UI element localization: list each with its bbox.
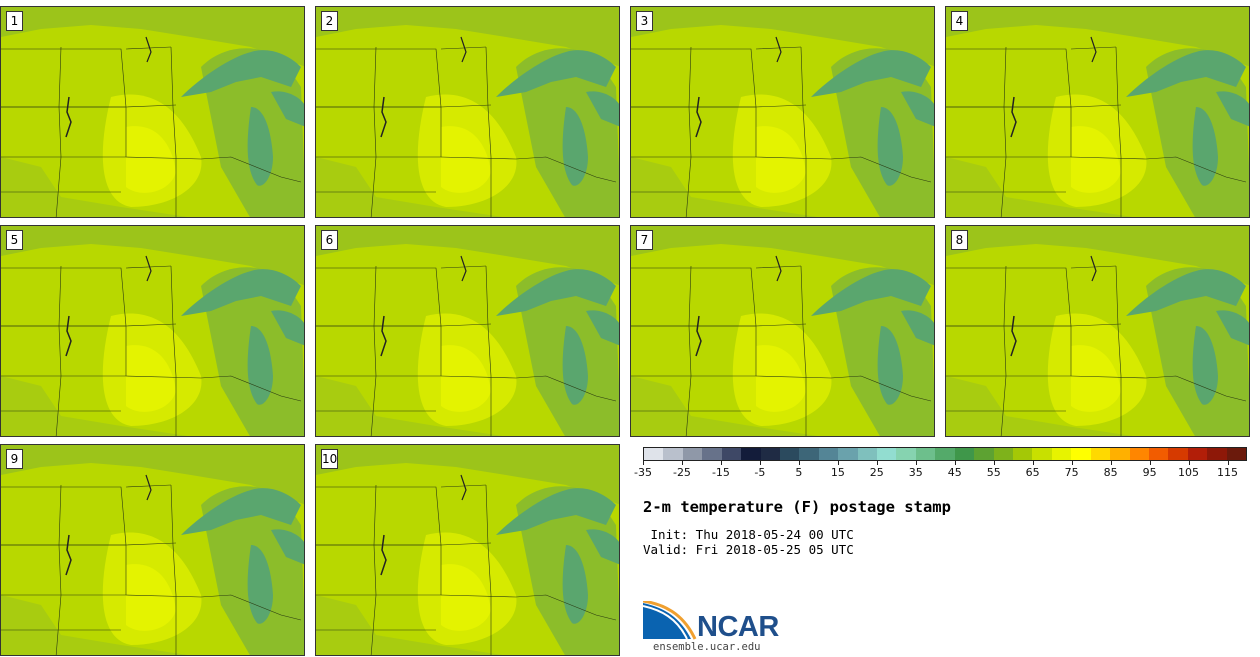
member-number: 3 [636, 11, 653, 31]
colorbar-segment [1187, 448, 1208, 460]
colorbar-tick-label: 85 [1103, 466, 1118, 479]
colorbar-tick-label: 105 [1178, 466, 1200, 479]
colorbar-tick-label: 15 [830, 466, 845, 479]
colorbar-tick-label: 25 [869, 466, 884, 479]
colorbar-tick [1110, 460, 1112, 465]
member-number: 2 [321, 11, 338, 31]
colorbar-segment [935, 448, 955, 460]
member-map-2: 2 [315, 6, 620, 218]
colorbar-tick [1227, 460, 1229, 465]
colorbar-segment [779, 448, 800, 460]
chart-title: 2-m temperature (F) postage stamp [643, 498, 951, 516]
colorbar-segment [1013, 448, 1033, 460]
colorbar-segment [896, 448, 916, 460]
member-number: 7 [636, 230, 653, 250]
colorbar-tick [798, 460, 800, 465]
colorbar-tick-labels: -35 -25 -15 -5 5 15 25 35 45 55 65 75 85 95 105 115 [634, 460, 1247, 480]
member-number: 9 [6, 449, 23, 469]
colorbar-segment [838, 448, 858, 460]
ensemble-url: ensemble.ucar.edu [653, 641, 761, 653]
colorbar-segment [1110, 448, 1130, 460]
colorbar-tick [954, 460, 956, 465]
colorbar-tick-label: -35 [634, 466, 652, 479]
colorbar-tick [681, 460, 683, 465]
member-number: 8 [951, 230, 968, 250]
member-number: 1 [6, 11, 23, 31]
colorbar-segment [1129, 448, 1149, 460]
colorbar-segment [1032, 448, 1052, 460]
colorbar-tick-label: 115 [1217, 466, 1239, 479]
member-map-3: 3 [630, 6, 935, 218]
member-map-4: 4 [945, 6, 1250, 218]
member-map-9: 9 [0, 444, 305, 656]
colorbar-tick-label: 5 [795, 466, 803, 479]
colorbar-segment [954, 448, 975, 460]
member-map-8: 8 [945, 225, 1250, 437]
colorbar-tick [993, 460, 995, 465]
member-map-10: 10 [315, 444, 620, 656]
ncar-logo-icon [643, 601, 697, 640]
colorbar-tick-label: -25 [672, 466, 691, 479]
colorbar-segment [760, 448, 780, 460]
colorbar-tick [1032, 460, 1034, 465]
colorbar-tick-label: 95 [1142, 466, 1157, 479]
member-map-1: 1 [0, 6, 305, 218]
member-map-7: 7 [630, 225, 935, 437]
colorbar-tick-label: -15 [711, 466, 730, 479]
colorbar-tick [1149, 460, 1151, 465]
colorbar-segment [993, 448, 1014, 460]
colorbar-segment [877, 448, 897, 460]
temperature-colorbar [643, 447, 1247, 461]
member-number: 4 [951, 11, 968, 31]
colorbar-segment [974, 448, 994, 460]
colorbar-tick-label: 35 [908, 466, 923, 479]
colorbar-tick-label: 65 [1025, 466, 1040, 479]
colorbar-tick [1071, 460, 1073, 465]
ncar-logo-text: NCAR [697, 611, 779, 643]
colorbar-segment [682, 448, 703, 460]
colorbar-segment [721, 448, 742, 460]
member-number: 5 [6, 230, 23, 250]
colorbar-tick-label: 45 [947, 466, 962, 479]
colorbar-tick [720, 460, 722, 465]
colorbar-tick-label: 75 [1064, 466, 1079, 479]
colorbar-segment [818, 448, 839, 460]
colorbar-segment [1090, 448, 1111, 460]
colorbar-segment [1148, 448, 1169, 460]
colorbar-segment [857, 448, 878, 460]
colorbar-segment [644, 448, 664, 460]
colorbar-segment [799, 448, 819, 460]
colorbar-tick [643, 460, 644, 465]
colorbar-segment [663, 448, 683, 460]
colorbar-tick [759, 460, 761, 465]
colorbar-segment [702, 448, 722, 460]
valid-time: Valid: Fri 2018-05-25 05 UTC [643, 542, 854, 557]
member-number: 10 [321, 449, 338, 469]
colorbar-tick [1188, 460, 1190, 465]
member-map-5: 5 [0, 225, 305, 437]
member-number: 6 [321, 230, 338, 250]
colorbar-tick-label: 55 [986, 466, 1001, 479]
colorbar-segment [741, 448, 761, 460]
colorbar-tick-label: -5 [754, 466, 766, 479]
colorbar-segment [1207, 448, 1227, 460]
colorbar-segment [1071, 448, 1091, 460]
colorbar-tick [837, 460, 839, 465]
colorbar-segment [1051, 448, 1072, 460]
colorbar-tick [915, 460, 917, 465]
member-map-6: 6 [315, 225, 620, 437]
colorbar-segment [1168, 448, 1188, 460]
colorbar-segment [915, 448, 936, 460]
colorbar-tick [876, 460, 878, 465]
init-time: Init: Thu 2018-05-24 00 UTC [643, 527, 854, 542]
colorbar-segment [1226, 448, 1247, 460]
